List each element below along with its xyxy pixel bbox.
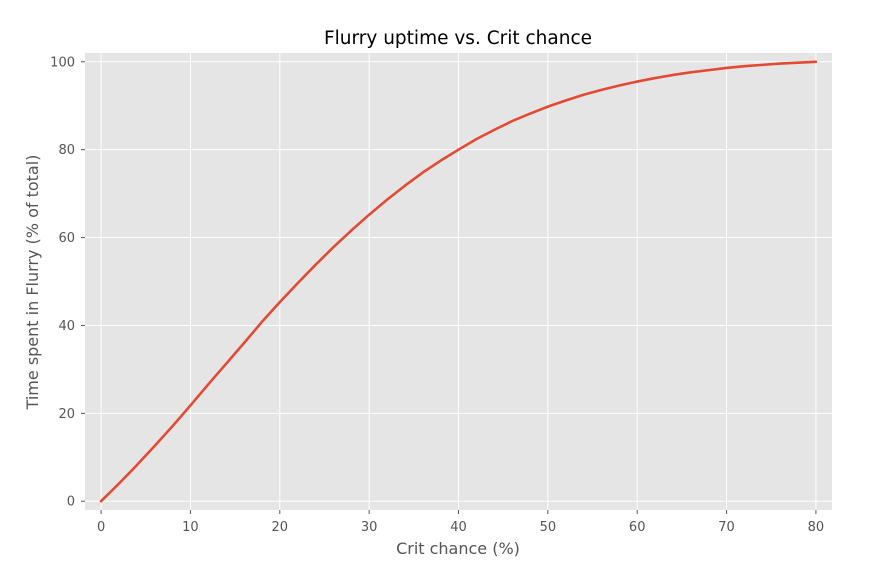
y-tick-label: 40 [58,319,75,334]
x-tick-label: 30 [361,520,378,535]
x-tick-label: 70 [718,520,735,535]
x-tick-label: 60 [629,520,646,535]
y-tick-label: 100 [50,55,75,70]
y-tick-label: 20 [58,407,75,422]
x-tick-label: 40 [450,520,467,535]
series-group [99,60,818,503]
y-axis-label: Time spent in Flurry (% of total) [23,155,42,411]
uptime-line [99,60,818,503]
grid [85,53,832,510]
x-axis-ticks: 0 10 20 30 40 50 60 70 80 [97,510,824,535]
x-tick-label: 80 [808,520,825,535]
y-tick-label: 80 [58,143,75,158]
y-tick-label: 0 [67,495,75,510]
x-tick-label: 20 [272,520,289,535]
chart-title: Flurry uptime vs. Crit chance [324,28,592,49]
x-tick-label: 0 [97,520,105,535]
y-tick-label: 60 [58,231,75,246]
x-axis-label: Crit chance (%) [396,539,520,558]
x-tick-label: 10 [182,520,199,535]
x-tick-label: 50 [540,520,557,535]
y-axis-ticks: 0 20 40 60 80 100 [50,55,85,510]
